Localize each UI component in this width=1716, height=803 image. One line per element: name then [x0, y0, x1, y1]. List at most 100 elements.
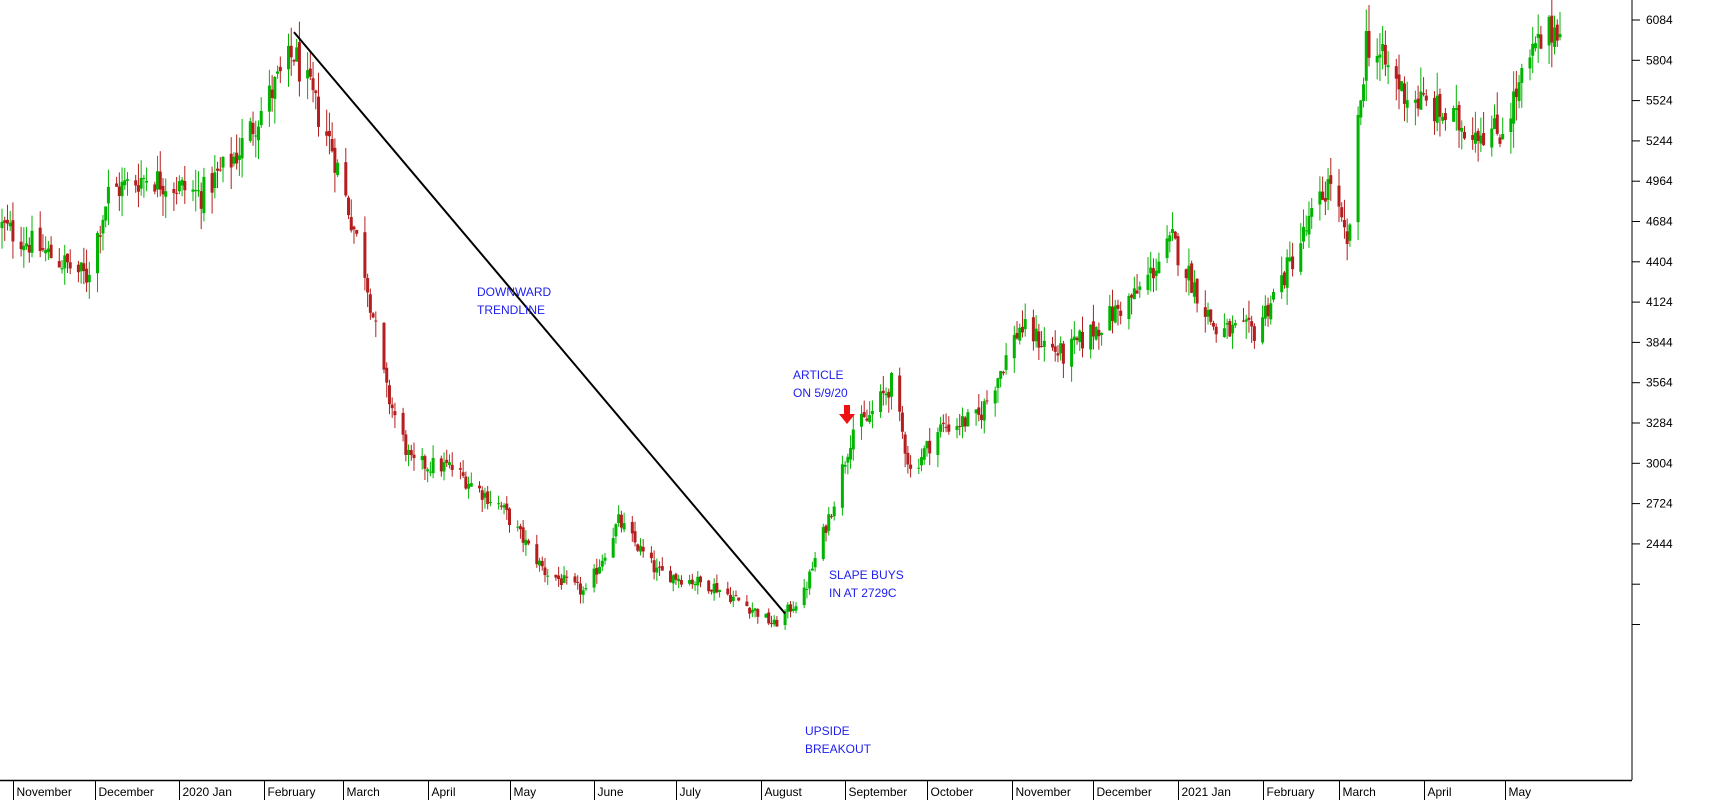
candle [1310, 198, 1314, 229]
candle [1555, 19, 1559, 47]
candle [480, 486, 484, 512]
candle [868, 401, 872, 425]
x-tick-label: February [268, 785, 316, 799]
candle [1250, 315, 1254, 343]
candle [660, 557, 664, 571]
candle [1244, 314, 1248, 339]
y-tick-label: 3004 [1646, 456, 1673, 470]
candle [1053, 330, 1057, 362]
candle [999, 370, 1003, 388]
candle [292, 58, 296, 66]
candle [297, 21, 301, 97]
candle [11, 202, 15, 259]
candle [1015, 321, 1019, 340]
y-tick-label: 4684 [1646, 215, 1673, 229]
candle [85, 249, 89, 293]
candle [977, 393, 981, 422]
candle [543, 558, 547, 583]
candle [49, 236, 53, 259]
y-tick-label: 6084 [1646, 13, 1673, 27]
annotation-article: ARTICLE ON 5/9/20 [793, 366, 848, 402]
annotation-line: ON 5/9/20 [793, 386, 848, 400]
candle [1209, 309, 1213, 325]
candle [1203, 290, 1207, 333]
candle [1263, 295, 1267, 327]
candle [641, 539, 645, 558]
candle [592, 564, 596, 593]
candle [982, 398, 986, 434]
candle [57, 248, 61, 268]
candle [229, 137, 233, 190]
candle [1171, 212, 1175, 241]
candle [117, 172, 121, 211]
candle [458, 462, 462, 480]
candle [499, 501, 503, 510]
y-tick-label: 2724 [1646, 497, 1673, 511]
candle [1454, 84, 1458, 131]
candle [1187, 248, 1191, 296]
candle [1364, 9, 1368, 102]
candle [1261, 305, 1265, 345]
candle [235, 134, 239, 170]
candle [1394, 58, 1398, 101]
candle [240, 118, 244, 178]
candle [1558, 11, 1562, 41]
candle [671, 574, 675, 592]
candle [254, 120, 258, 158]
candle [1001, 370, 1005, 376]
candle [611, 527, 615, 559]
annotation-downward-trendline: DOWNWARD TRENDLINE [477, 283, 551, 319]
x-tick-label: April [1428, 785, 1452, 799]
x-tick-label: 2020 Jan [183, 785, 232, 799]
candle [1501, 117, 1505, 141]
candle [1282, 270, 1286, 289]
candle [1192, 270, 1196, 304]
candle [3, 216, 7, 241]
candle [974, 409, 978, 426]
candle [469, 472, 473, 487]
candle [404, 430, 408, 462]
candle [306, 52, 310, 100]
candle [98, 225, 102, 254]
candle [1059, 336, 1063, 361]
candle [546, 568, 550, 585]
candle [464, 471, 468, 490]
candle [1075, 336, 1079, 345]
candle [1340, 202, 1344, 222]
candle [1520, 63, 1524, 108]
candle [183, 165, 187, 204]
candle [960, 407, 964, 439]
candle [1359, 99, 1363, 126]
candle [172, 182, 176, 211]
candle [917, 458, 921, 474]
candle [1304, 215, 1308, 237]
candle [270, 75, 274, 112]
candle [1539, 25, 1543, 50]
candle [27, 237, 31, 263]
candle [426, 467, 430, 483]
candle [1517, 74, 1521, 109]
candle [1070, 329, 1074, 382]
candle [191, 180, 195, 202]
candle [1272, 288, 1276, 303]
candle [5, 204, 9, 231]
candle [142, 174, 146, 198]
candle [374, 311, 378, 338]
candle [1514, 70, 1518, 121]
candle [789, 600, 793, 618]
candle [1321, 176, 1325, 201]
candle [1482, 111, 1486, 147]
candle [865, 409, 869, 422]
annotation-line: TRENDLINE [477, 303, 546, 317]
candle [753, 607, 757, 618]
candle [295, 38, 299, 62]
candle [1302, 209, 1306, 249]
candle [352, 225, 356, 244]
candle [1108, 294, 1112, 331]
x-tick-label: June [598, 785, 624, 799]
candle [1356, 106, 1360, 241]
y-tick-label: 3284 [1646, 416, 1673, 430]
candle [603, 553, 607, 565]
candle [941, 414, 945, 433]
candle [843, 461, 847, 474]
